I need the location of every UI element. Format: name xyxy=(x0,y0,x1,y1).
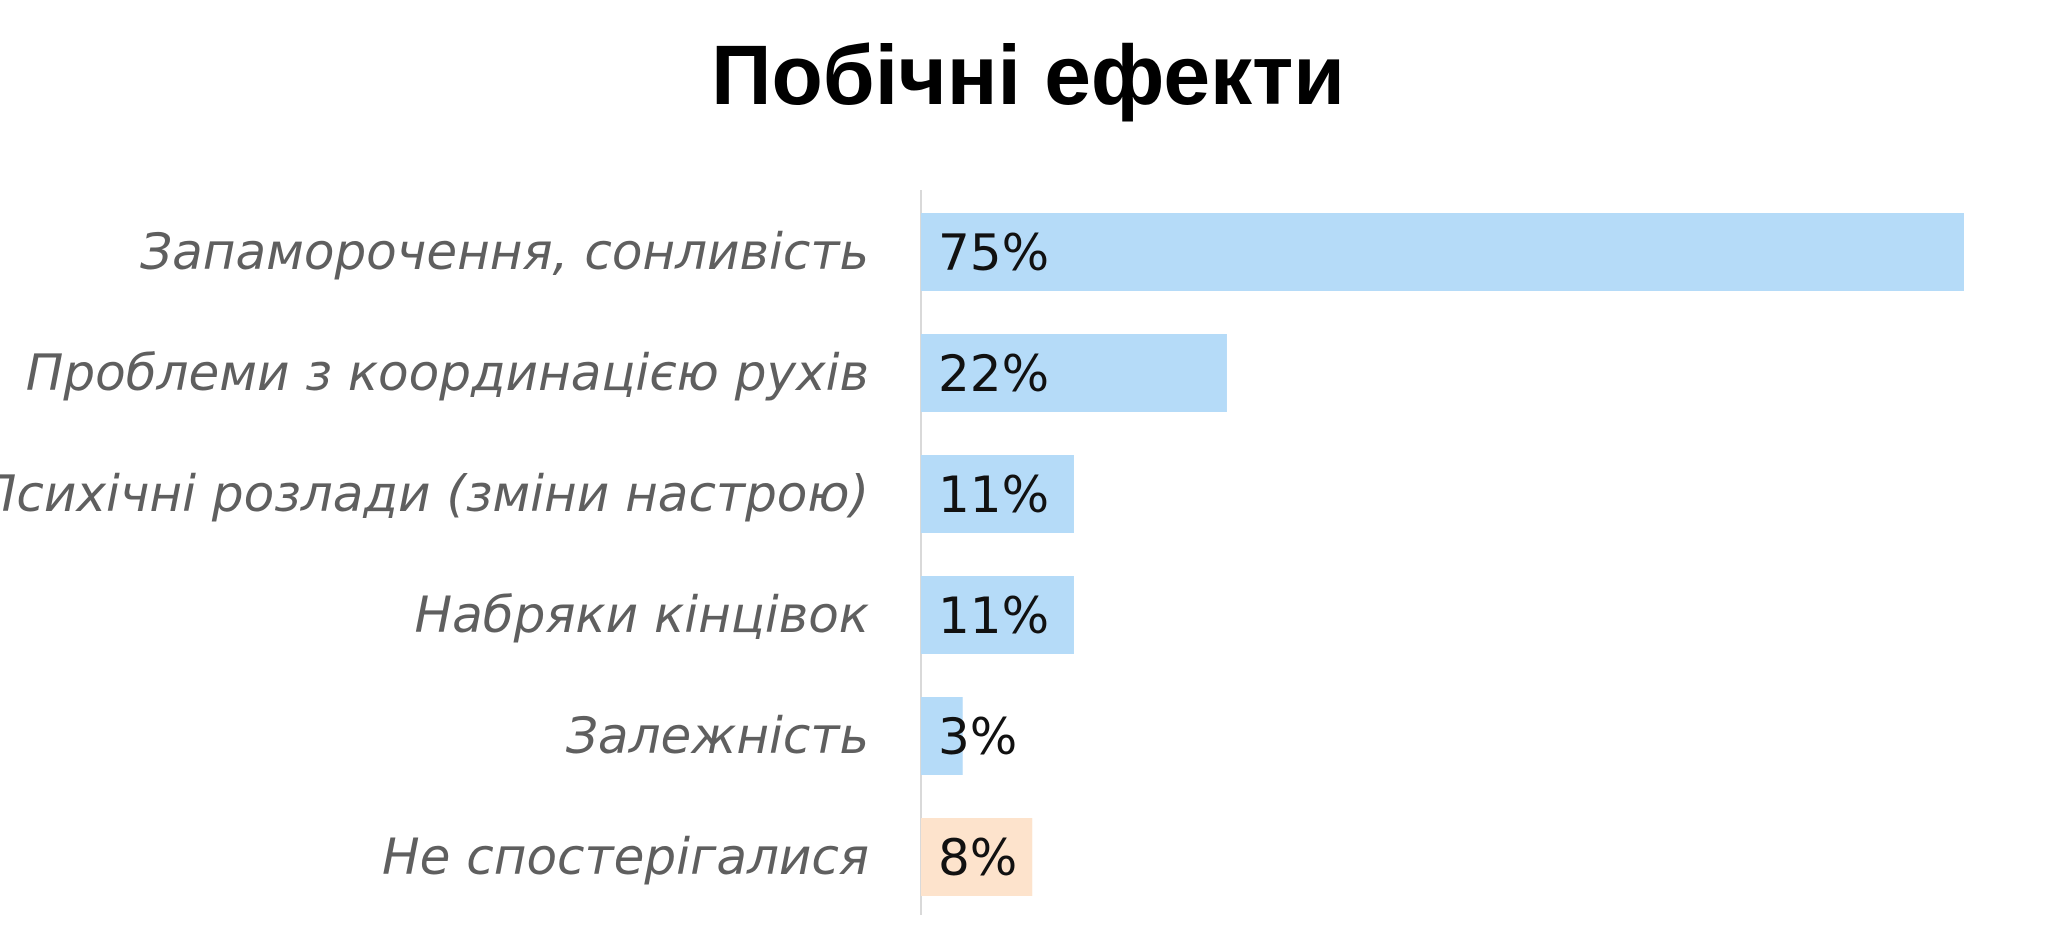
category-label: Запаморочення, сонливість xyxy=(140,223,869,281)
bar xyxy=(921,334,1227,412)
category-label: Проблеми з координацією рухів xyxy=(26,344,869,402)
data-label: 75% xyxy=(938,224,1049,282)
bars-group: Запаморочення, сонливість 75% Проблеми з к… xyxy=(0,213,1964,896)
category-label: Психічні розлади (зміни настрою) xyxy=(0,465,869,523)
data-label: 3% xyxy=(938,708,1017,766)
category-label: Залежність xyxy=(566,707,869,765)
bar xyxy=(921,576,1074,654)
chart-title: Побічні ефекти xyxy=(711,28,1345,122)
bar xyxy=(921,697,963,775)
category-label: Набряки кінцівок xyxy=(415,586,869,644)
data-label: 8% xyxy=(938,829,1017,887)
bar xyxy=(921,818,1033,896)
bar xyxy=(921,213,1964,291)
data-label: 11% xyxy=(938,466,1049,524)
category-label: Не спостерігалися xyxy=(382,828,869,886)
data-label: 22% xyxy=(938,345,1049,403)
data-label: 11% xyxy=(938,587,1049,645)
bar xyxy=(921,455,1074,533)
